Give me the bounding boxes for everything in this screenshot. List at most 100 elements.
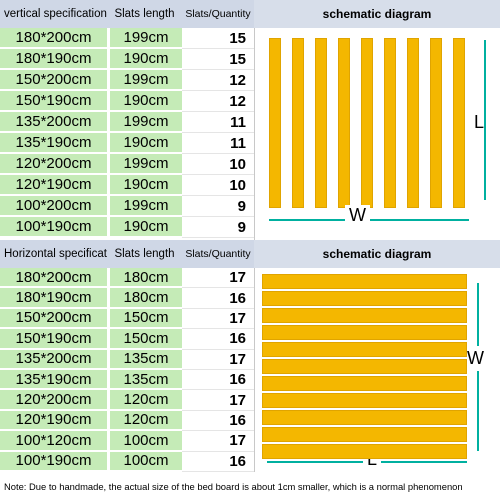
header-slats-length: Slats length	[107, 240, 182, 268]
slat	[262, 308, 467, 323]
slat	[361, 38, 373, 208]
length-cell: 100cm	[107, 431, 182, 452]
length-cell: 120cm	[107, 410, 182, 432]
table-row: 135*190cm 190cm 11	[0, 133, 254, 154]
slat	[292, 38, 304, 208]
header-vertical-spec: vertical specification	[0, 0, 107, 28]
spec-cell: 120*200cm	[0, 390, 107, 411]
slat	[453, 38, 465, 208]
length-cell: 150cm	[107, 308, 182, 330]
table-row: 135*200cm 135cm 17	[0, 349, 254, 370]
spec-cell: 150*200cm	[0, 308, 107, 330]
spec-cell: 135*190cm	[0, 133, 107, 154]
length-cell: 120cm	[107, 390, 182, 411]
quantity-cell: 17	[182, 308, 254, 330]
quantity-cell: 9	[182, 217, 254, 238]
table-row: 180*190cm 190cm 15	[0, 49, 254, 70]
quantity-cell: 12	[182, 70, 254, 91]
table-row: 180*200cm 199cm 15	[0, 28, 254, 49]
slat	[262, 274, 467, 289]
table-row: 100*190cm 100cm 16	[0, 451, 254, 472]
length-cell: 190cm	[107, 91, 182, 112]
length-cell: 199cm	[107, 112, 182, 133]
table-row: 180*190cm 180cm 16	[0, 288, 254, 309]
spec-cell: 180*200cm	[0, 28, 107, 49]
length-cell: 199cm	[107, 28, 182, 49]
spec-cell: 100*190cm	[0, 451, 107, 472]
spec-cell: 135*190cm	[0, 370, 107, 391]
slat	[262, 376, 467, 391]
slat	[262, 427, 467, 442]
horizontal-spec-section: Horizontal specification Slats length Sl…	[0, 240, 500, 472]
slat	[262, 444, 467, 459]
header-horizontal-spec: Horizontal specification	[0, 240, 107, 268]
quantity-cell: 16	[182, 451, 254, 472]
slat	[262, 291, 467, 306]
slat	[430, 38, 442, 208]
header-schematic-diagram: schematic diagram	[254, 0, 500, 28]
header-slats-length: Slats length	[107, 0, 182, 28]
vertical-slat-diagram: W L	[254, 28, 500, 240]
table-row: 150*190cm 190cm 12	[0, 91, 254, 112]
length-cell: 135cm	[107, 370, 182, 391]
slat	[262, 325, 467, 340]
spec-cell: 150*190cm	[0, 91, 107, 112]
header-slats-quantity: Slats/Quantity	[182, 0, 254, 28]
vertical-spec-section: vertical specification Slats length Slat…	[0, 0, 500, 240]
length-cell: 190cm	[107, 175, 182, 196]
length-label: L	[474, 110, 485, 135]
slat	[315, 38, 327, 208]
table-row: 100*190cm 190cm 9	[0, 217, 254, 238]
table-row: 135*190cm 135cm 16	[0, 370, 254, 391]
quantity-cell: 16	[182, 288, 254, 309]
table-row: 120*200cm 120cm 17	[0, 390, 254, 411]
spec-cell: 100*120cm	[0, 431, 107, 452]
quantity-cell: 12	[182, 91, 254, 112]
quantity-cell: 16	[182, 410, 254, 432]
quantity-cell: 16	[182, 370, 254, 391]
table-row: 120*190cm 120cm 16	[0, 410, 254, 432]
header-slats-quantity: Slats/Quantity	[182, 240, 254, 268]
slat	[262, 359, 467, 374]
slat	[262, 410, 467, 425]
slat	[269, 38, 281, 208]
table-row: 150*190cm 150cm 16	[0, 329, 254, 350]
width-label: W	[467, 346, 484, 371]
quantity-cell: 11	[182, 133, 254, 154]
spec-cell: 120*200cm	[0, 154, 107, 175]
length-cell: 180cm	[107, 268, 182, 289]
length-cell: 199cm	[107, 70, 182, 91]
quantity-cell: 15	[182, 49, 254, 70]
slat	[407, 38, 419, 208]
footnote: Note: Due to handmade, the actual size o…	[4, 480, 463, 492]
table-row: 180*200cm 180cm 17	[0, 268, 254, 289]
table-row: 120*200cm 199cm 10	[0, 154, 254, 175]
spec-cell: 120*190cm	[0, 410, 107, 432]
length-cell: 135cm	[107, 349, 182, 370]
quantity-cell: 17	[182, 349, 254, 370]
quantity-cell: 16	[182, 329, 254, 350]
table-row: 120*190cm 190cm 10	[0, 175, 254, 196]
slat	[262, 393, 467, 408]
header-schematic-diagram: schematic diagram	[254, 240, 500, 268]
width-label: W	[345, 205, 370, 226]
quantity-cell: 17	[182, 431, 254, 452]
quantity-cell: 11	[182, 112, 254, 133]
length-cell: 190cm	[107, 49, 182, 70]
spec-cell: 100*190cm	[0, 217, 107, 238]
length-cell: 190cm	[107, 133, 182, 154]
quantity-cell: 15	[182, 28, 254, 49]
table-row: 150*200cm 199cm 12	[0, 70, 254, 91]
quantity-cell: 9	[182, 196, 254, 217]
table-row: 100*120cm 100cm 17	[0, 431, 254, 452]
spec-cell: 180*190cm	[0, 49, 107, 70]
quantity-cell: 17	[182, 390, 254, 411]
spec-cell: 100*200cm	[0, 196, 107, 217]
slat	[384, 38, 396, 208]
spec-cell: 120*190cm	[0, 175, 107, 196]
length-cell: 199cm	[107, 154, 182, 175]
spec-cell: 150*190cm	[0, 329, 107, 350]
spec-cell: 135*200cm	[0, 112, 107, 133]
quantity-cell: 17	[182, 268, 254, 289]
length-cell: 180cm	[107, 288, 182, 309]
